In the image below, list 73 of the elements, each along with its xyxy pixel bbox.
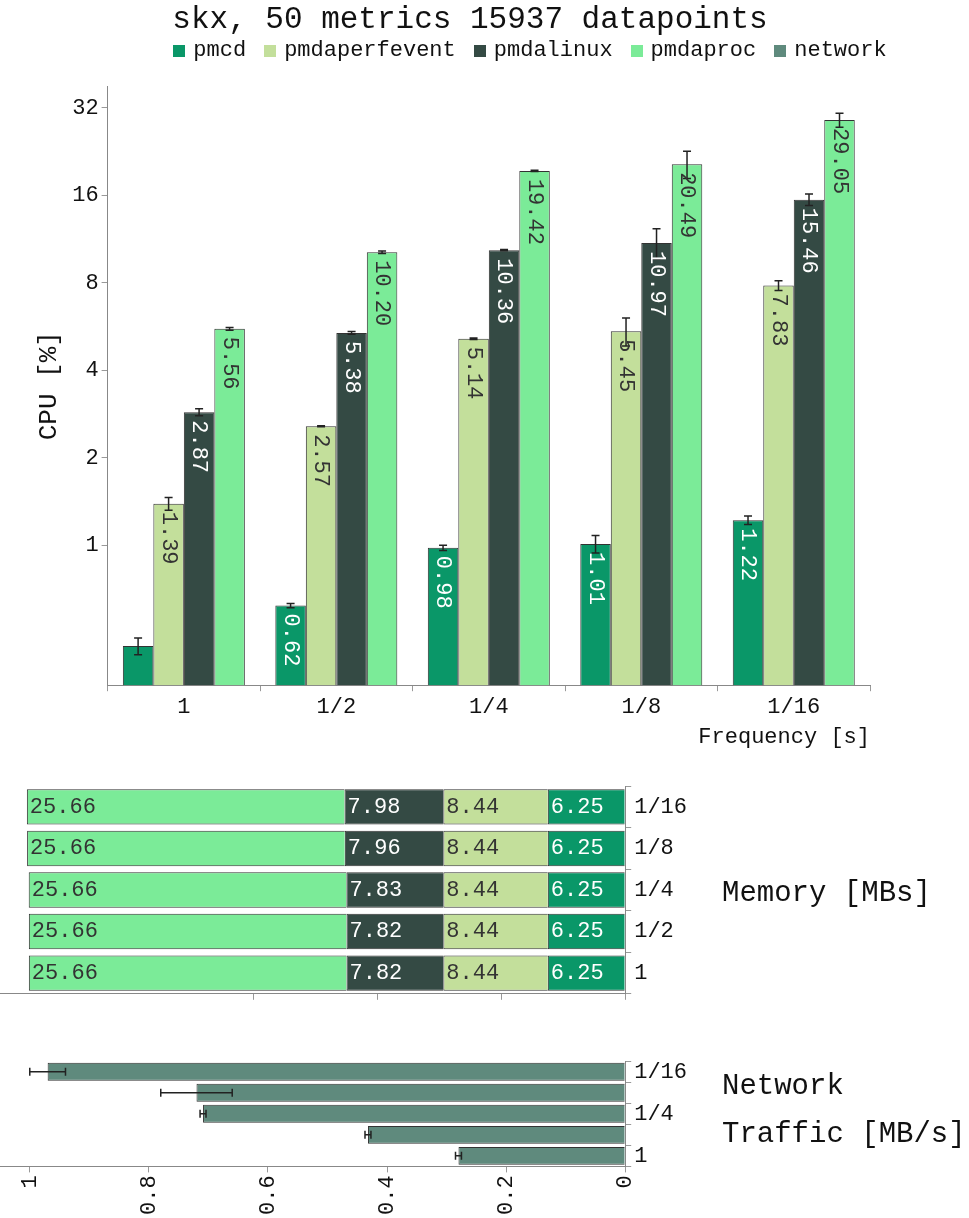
data-label: 25.66: [30, 836, 97, 862]
x-tick-label: 1: [177, 695, 191, 721]
y-tick-label: 2: [85, 445, 99, 471]
data-label: 20.49: [674, 172, 700, 239]
y-tick-label: 1/4: [634, 1101, 674, 1127]
data-label: 8.44: [446, 794, 500, 820]
data-label: 1.22: [735, 528, 761, 581]
y-tick-label: 1/4: [634, 877, 674, 903]
data-label: 7.82: [349, 919, 403, 945]
data-label: 7.82: [349, 960, 403, 986]
x-tick-label: 1/4: [469, 695, 509, 721]
data-label: 29.05: [826, 128, 852, 195]
y-tick-label: 1: [85, 533, 99, 559]
y-axis-title: Memory [MBs]: [722, 876, 932, 912]
data-label: 7.83: [349, 877, 403, 903]
data-label: 25.66: [31, 919, 98, 945]
x-tick-label: 1/16: [767, 695, 821, 721]
data-label: 2.57: [308, 434, 334, 487]
data-label: 1.01: [582, 552, 608, 605]
x-tick-label: 0.2: [493, 1175, 519, 1215]
data-label: 8.44: [446, 960, 500, 986]
x-tick-label: 1/2: [316, 695, 357, 721]
y-axis-title: Network Traffic [MB/s]: [722, 1069, 967, 1153]
data-label: 5.45: [613, 339, 639, 393]
data-label: 6.25: [550, 919, 604, 945]
y-tick-label: 32: [72, 95, 99, 121]
data-label: 10.36: [491, 258, 517, 325]
x-tick-label: 1: [17, 1175, 43, 1189]
data-label: 7.96: [347, 836, 401, 862]
y-tick-label: 1: [634, 1143, 648, 1169]
x-axis-title: Frequency [s]: [698, 724, 870, 750]
y-tick-label: 16: [72, 183, 99, 209]
data-label: 25.66: [29, 794, 96, 820]
y-tick-label: 1/2: [634, 919, 674, 945]
legend-label: pmcd: [193, 38, 247, 63]
y-axis-title: CPU [%]: [34, 331, 65, 441]
data-label: 8.44: [446, 919, 500, 945]
data-label: 0.98: [430, 555, 456, 609]
x-tick-label: 0.8: [136, 1175, 162, 1215]
data-label: 6.25: [550, 960, 604, 986]
data-label: 6.25: [550, 836, 604, 862]
chart-title: skx, 50 metrics 15937 datapoints: [171, 2, 769, 37]
data-label: 2.87: [186, 420, 212, 474]
data-label: 25.66: [31, 877, 98, 903]
y-tick-label: 1: [634, 960, 648, 986]
x-tick-label: 0: [613, 1175, 639, 1189]
x-tick-label: 0.4: [374, 1175, 400, 1215]
data-label: 7.98: [347, 794, 401, 820]
data-label: 10.20: [369, 260, 395, 327]
data-label: 6.25: [550, 794, 604, 820]
legend-label: pmdaproc: [650, 38, 757, 63]
legend-label: pmdaperfevent: [284, 38, 456, 63]
y-tick-label: 1/16: [634, 1059, 687, 1085]
legend-label: pmdalinux: [493, 38, 613, 63]
data-label: 5.38: [338, 340, 364, 394]
y-tick-label: 1/16: [634, 794, 687, 820]
data-label: 7.83: [765, 293, 791, 347]
data-label: 5.14: [460, 346, 486, 400]
y-tick-label: 8: [85, 270, 99, 296]
data-label: 0.62: [277, 613, 303, 667]
data-label: 19.42: [521, 178, 547, 245]
data-label: 5.56: [216, 336, 242, 390]
data-label: 10.97: [643, 251, 669, 318]
x-tick-label: 0.6: [255, 1175, 281, 1215]
y-tick-label: 1/8: [634, 836, 674, 862]
y-tick-label: 4: [85, 358, 99, 384]
data-label: 15.46: [796, 207, 822, 274]
data-label: 25.66: [31, 960, 98, 986]
legend-label: network: [794, 38, 887, 63]
data-label: 8.44: [446, 836, 500, 862]
data-label: 1.39: [155, 511, 181, 565]
data-label: 6.25: [550, 877, 604, 903]
data-label: 8.44: [446, 877, 500, 903]
